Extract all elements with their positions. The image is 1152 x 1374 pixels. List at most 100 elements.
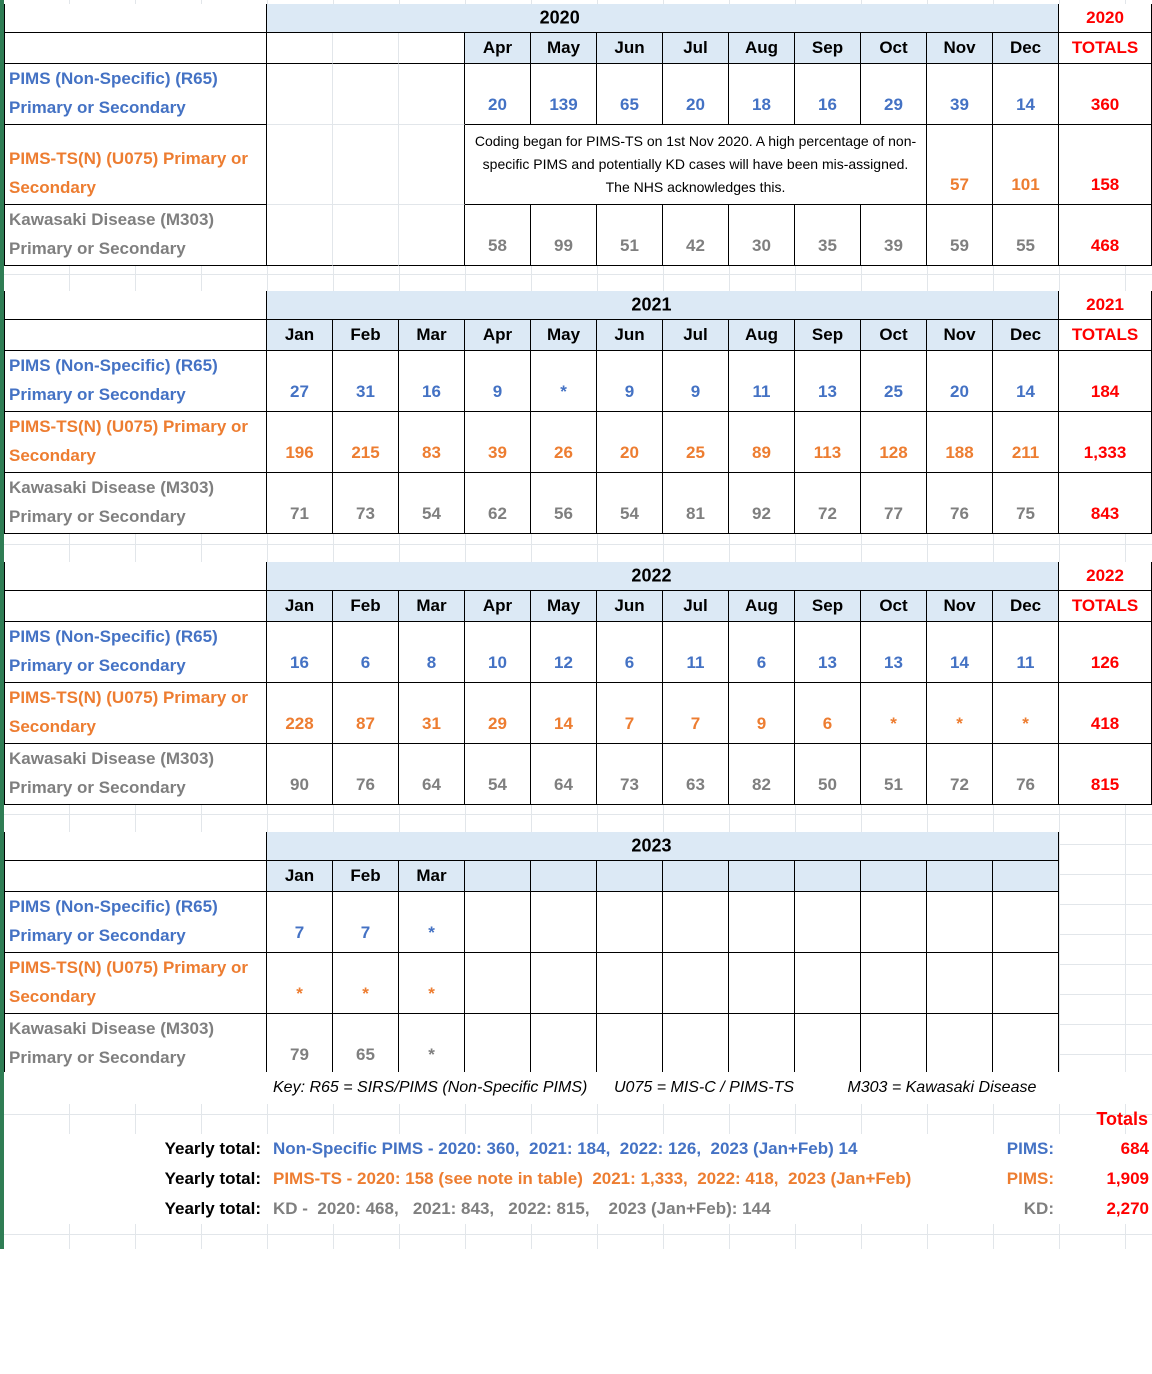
cell-2020-pims-oct[interactable]: 29 [861,64,927,125]
total-2021-pims[interactable]: 184 [1059,351,1152,412]
gap-cell[interactable] [399,205,465,266]
month-header-2020-apr[interactable]: Apr [465,33,531,64]
month-header-2021-feb[interactable]: Feb [333,320,399,351]
cell-2023-pims-ts-col7[interactable] [663,953,729,1014]
row-label-2021-pims[interactable]: PIMS (Non-Specific) (R65) Primary or Sec… [4,351,267,412]
cell-2023-kd-col6[interactable] [597,1014,663,1075]
cell-2020-pims-may[interactable]: 139 [531,64,597,125]
empty-cell[interactable] [1059,892,1152,953]
cell-2022-pims-sep[interactable]: 13 [795,622,861,683]
month-header-2020-oct[interactable]: Oct [861,33,927,64]
cell-2021-pims-ts-feb[interactable]: 215 [333,412,399,473]
cell-2020-kd-sep[interactable]: 35 [795,205,861,266]
cell-2021-pims-sep[interactable]: 13 [795,351,861,412]
cell-2022-kd-mar[interactable]: 64 [399,744,465,805]
empty-cell[interactable] [4,861,267,892]
cell-2022-kd-oct[interactable]: 51 [861,744,927,805]
cell-2022-pims-ts-jan[interactable]: 228 [267,683,333,744]
cell-2022-pims-may[interactable]: 12 [531,622,597,683]
month-header-2020-nov[interactable]: Nov [927,33,993,64]
grand-totals-header[interactable]: Totals [1096,1109,1148,1129]
month-header-2021-jun[interactable]: Jun [597,320,663,351]
month-header-2023-col11[interactable] [927,861,993,892]
cell-2023-pims-col12[interactable] [993,892,1060,953]
cell-2021-pims-may[interactable]: * [531,351,597,412]
cell-2021-kd-nov[interactable]: 76 [927,473,993,534]
empty-cell[interactable] [1059,953,1152,1014]
cell-2023-pims-col10[interactable] [861,892,927,953]
month-header-2023-col7[interactable] [663,861,729,892]
totals-header-year-2021[interactable]: 2021 [1059,291,1152,320]
cell-2020-kd-jul[interactable]: 42 [663,205,729,266]
gap-cell[interactable] [333,33,399,64]
cell-2023-kd-col7[interactable] [663,1014,729,1075]
month-header-2022-jun[interactable]: Jun [597,591,663,622]
gap-cell[interactable] [399,64,465,125]
month-header-2023-jan[interactable]: Jan [267,861,333,892]
total-2021-kd[interactable]: 843 [1059,473,1152,534]
gap-cell[interactable] [333,205,399,266]
month-header-2020-may[interactable]: May [531,33,597,64]
cell-2021-kd-apr[interactable]: 62 [465,473,531,534]
cell-2023-pims-mar[interactable]: * [399,892,465,953]
cell-2021-pims-mar[interactable]: 16 [399,351,465,412]
gap-cell[interactable] [267,125,333,205]
cell-2021-pims-apr[interactable]: 9 [465,351,531,412]
gap-cell[interactable] [333,64,399,125]
month-header-2020-jun[interactable]: Jun [597,33,663,64]
cell-2023-pims-ts-col9[interactable] [795,953,861,1014]
empty-cell[interactable] [4,320,267,351]
totals-header-label-2021[interactable]: TOTALS [1059,320,1152,351]
cell-2020-pims-jun[interactable]: 65 [597,64,663,125]
cell-2022-kd-sep[interactable]: 50 [795,744,861,805]
cell-2023-pims-col8[interactable] [729,892,795,953]
month-header-2022-nov[interactable]: Nov [927,591,993,622]
month-header-2020-aug[interactable]: Aug [729,33,795,64]
month-header-2023-col9[interactable] [795,861,861,892]
month-header-2022-apr[interactable]: Apr [465,591,531,622]
cell-2022-kd-jan[interactable]: 90 [267,744,333,805]
cell-2020-pims-dec[interactable]: 14 [993,64,1060,125]
cell-2021-pims-ts-sep[interactable]: 113 [795,412,861,473]
month-header-2022-may[interactable]: May [531,591,597,622]
yearly-total-row-pims-ts[interactable]: Yearly total: PIMS-TS - 2020: 158 (see n… [4,1164,1152,1194]
cell-2023-pims-feb[interactable]: 7 [333,892,399,953]
cell-2022-kd-apr[interactable]: 54 [465,744,531,805]
month-header-2021-nov[interactable]: Nov [927,320,993,351]
month-header-2020-jul[interactable]: Jul [663,33,729,64]
cell-2021-kd-dec[interactable]: 75 [993,473,1060,534]
row-label-2020-pims[interactable]: PIMS (Non-Specific) (R65) Primary or Sec… [4,64,267,125]
cell-2022-kd-may[interactable]: 64 [531,744,597,805]
total-2022-pims[interactable]: 126 [1059,622,1152,683]
cell-2022-pims-jan[interactable]: 16 [267,622,333,683]
cell-2022-pims-ts-jun[interactable]: 7 [597,683,663,744]
cell-2021-pims-nov[interactable]: 20 [927,351,993,412]
cell-2020-pims-sep[interactable]: 16 [795,64,861,125]
cell-2020-kd-may[interactable]: 99 [531,205,597,266]
month-header-2023-col4[interactable] [465,861,531,892]
month-header-2021-mar[interactable]: Mar [399,320,465,351]
cell-2021-pims-ts-jan[interactable]: 196 [267,412,333,473]
cell-2022-pims-aug[interactable]: 6 [729,622,795,683]
month-header-2022-oct[interactable]: Oct [861,591,927,622]
cell-2020-kd-nov[interactable]: 59 [927,205,993,266]
cell-2023-kd-feb[interactable]: 65 [333,1014,399,1075]
month-header-2022-sep[interactable]: Sep [795,591,861,622]
total-2020-kd[interactable]: 468 [1059,205,1152,266]
month-header-2021-jul[interactable]: Jul [663,320,729,351]
row-label-2022-pims-ts[interactable]: PIMS-TS(N) (U075) Primary or Secondary [4,683,267,744]
cell-2023-kd-col9[interactable] [795,1014,861,1075]
empty-cell[interactable] [4,4,267,33]
gap-cell[interactable] [267,64,333,125]
row-label-2020-kd[interactable]: Kawasaki Disease (M303) Primary or Secon… [4,205,267,266]
empty-cell[interactable] [4,562,267,591]
cell-2023-pims-col7[interactable] [663,892,729,953]
month-header-2023-feb[interactable]: Feb [333,861,399,892]
row-label-2020-pims-ts[interactable]: PIMS-TS(N) (U075) Primary or Secondary [4,125,267,205]
cell-2023-kd-col11[interactable] [927,1014,993,1075]
cell-2023-pims-ts-feb[interactable]: * [333,953,399,1014]
month-header-2021-aug[interactable]: Aug [729,320,795,351]
cell-2022-pims-oct[interactable]: 13 [861,622,927,683]
cell-2022-kd-aug[interactable]: 82 [729,744,795,805]
month-header-2021-dec[interactable]: Dec [993,320,1060,351]
